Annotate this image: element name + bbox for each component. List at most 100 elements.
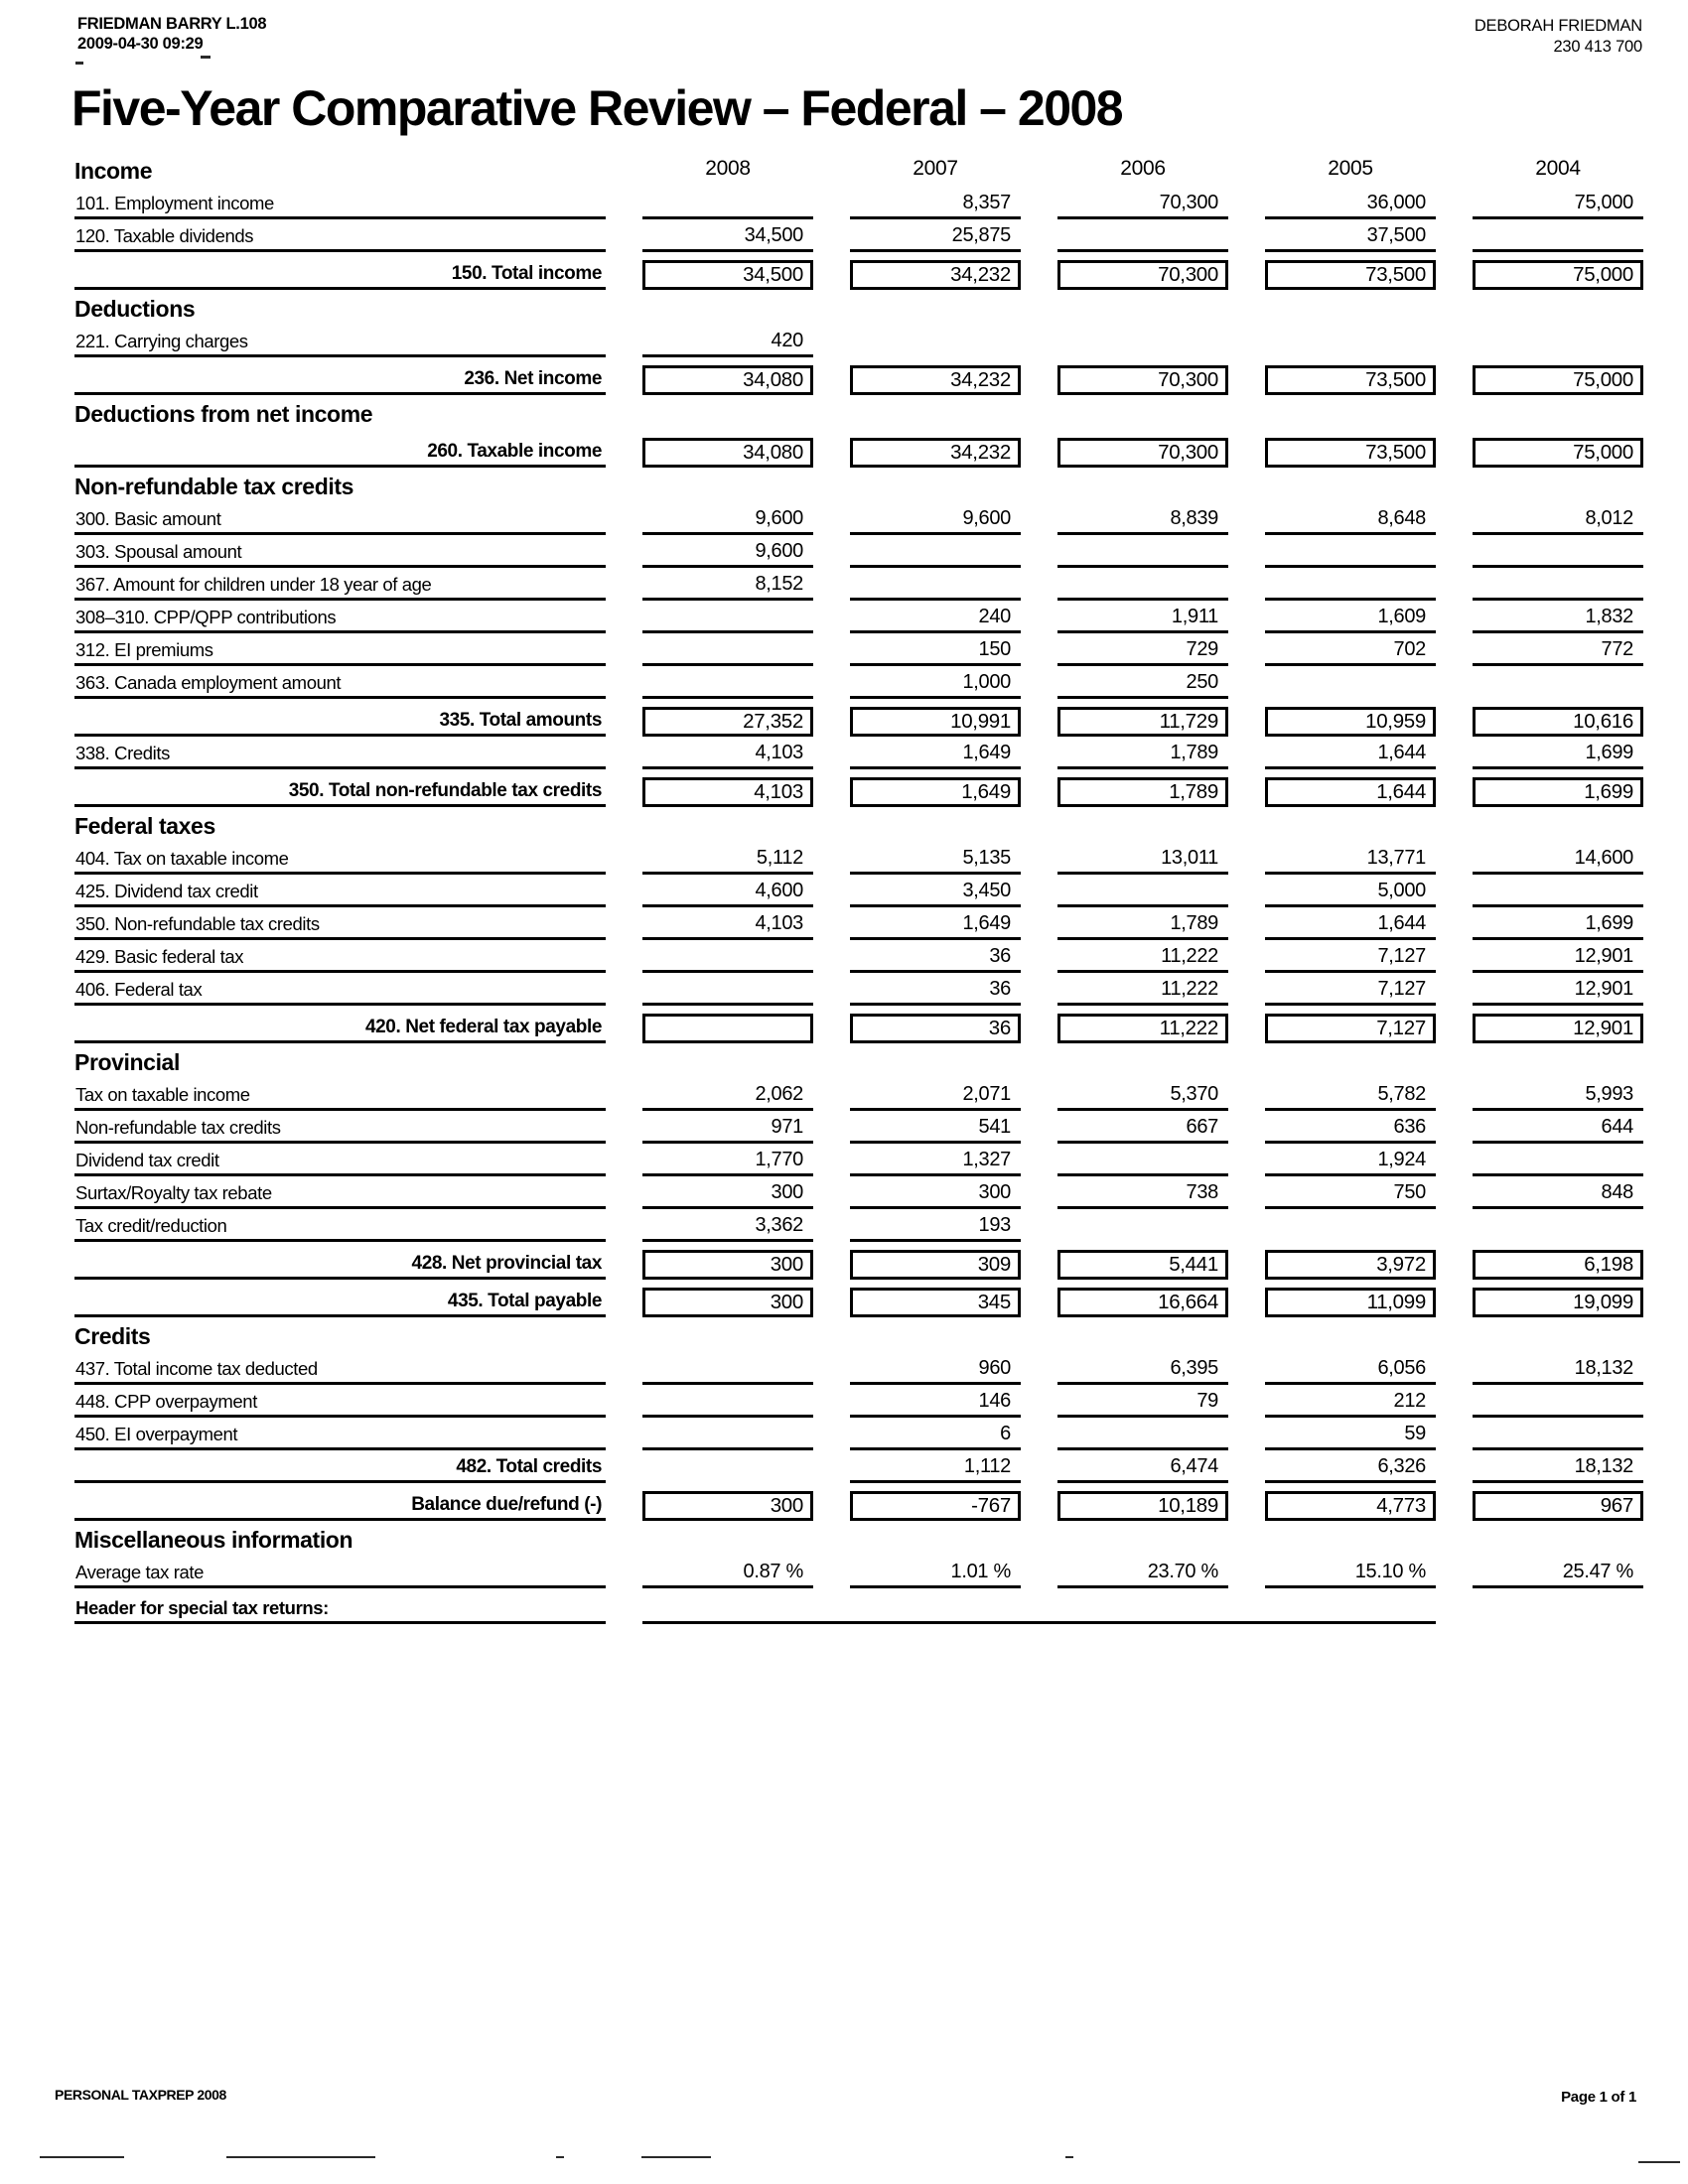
table-row: 437. Total income tax deducted 960 6,395 6,… xyxy=(74,1352,1643,1385)
row-label: Balance due/refund (-) xyxy=(74,1494,606,1521)
value-cell: 36 xyxy=(850,945,1021,973)
value-cell xyxy=(1057,1445,1228,1450)
value-cell: 25,875 xyxy=(850,224,1021,252)
value-box: 11,099 xyxy=(1265,1288,1436,1317)
row-label: Header for special tax returns: xyxy=(74,1597,606,1624)
row-label: 482. Total credits xyxy=(74,1456,606,1483)
value-cell xyxy=(1057,1171,1228,1176)
value-cell: 1,327 xyxy=(850,1149,1021,1176)
value-cell xyxy=(1265,1240,1436,1242)
value-cell: 9,600 xyxy=(642,540,813,568)
value-cell: 15.10 % xyxy=(1265,1561,1436,1588)
value-cell: 636 xyxy=(1265,1116,1436,1144)
value-cell: 6,395 xyxy=(1057,1357,1228,1385)
section-header-row: Miscellaneous information xyxy=(74,1521,1643,1556)
value-box: 300 xyxy=(642,1288,813,1317)
value-cell: 300 xyxy=(642,1491,813,1521)
value-cell xyxy=(642,1001,813,1006)
value-cell: 9,600 xyxy=(642,507,813,535)
scan-artifact xyxy=(641,2156,711,2158)
value-cell xyxy=(642,214,813,219)
value-cell: 34,080 xyxy=(642,365,813,395)
value-cell xyxy=(850,355,1021,357)
table-header-row: Income 2008 2007 2006 2005 2004 xyxy=(74,149,1643,187)
value-box: 75,000 xyxy=(1473,365,1643,395)
table-row: 363. Canada employment amount 1,000 250 xyxy=(74,666,1643,699)
row-label: 420. Net federal tax payable xyxy=(74,1017,606,1043)
value-cell: 1,644 xyxy=(1265,912,1436,940)
value-cell: 8,839 xyxy=(1057,507,1228,535)
row-label: 303. Spousal amount xyxy=(74,541,606,568)
value-cell: 1.01 % xyxy=(850,1561,1021,1588)
value-box: 4,103 xyxy=(642,777,813,807)
value-box: 10,959 xyxy=(1265,707,1436,737)
value-cell: 2,071 xyxy=(850,1083,1021,1111)
value-cell: 702 xyxy=(1265,638,1436,666)
value-cell: 75,000 xyxy=(1473,438,1643,468)
value-cell: 960 xyxy=(850,1357,1021,1385)
value-cell: 34,232 xyxy=(850,260,1021,290)
value-cell: 971 xyxy=(642,1116,813,1144)
value-cell xyxy=(1473,596,1643,601)
table-row: Tax credit/reduction 3,362 193 xyxy=(74,1209,1643,1242)
value-cell: 11,222 xyxy=(1057,945,1228,973)
value-cell: 1,699 xyxy=(1473,912,1643,940)
row-label: 308–310. CPP/QPP contributions xyxy=(74,607,606,633)
footer-app-name: PERSONAL TAXPREP 2008 xyxy=(55,2087,226,2103)
value-cell xyxy=(1473,563,1643,568)
table-row: 300. Basic amount 9,600 9,600 8,839 8,648 8,0… xyxy=(74,502,1643,535)
value-cell: 8,357 xyxy=(850,192,1021,219)
value-cell: 12,901 xyxy=(1473,978,1643,1006)
value-cell xyxy=(1473,355,1643,357)
value-cell: 34,500 xyxy=(642,224,813,252)
section-header-row: Federal taxes xyxy=(74,807,1643,842)
value-box: 10,991 xyxy=(850,707,1021,737)
value-box: 3,972 xyxy=(1265,1250,1436,1280)
value-cell: 5,135 xyxy=(850,847,1021,875)
value-cell: -767 xyxy=(850,1491,1021,1521)
value-cell xyxy=(1057,247,1228,252)
value-cell: 34,232 xyxy=(850,365,1021,395)
value-cell xyxy=(642,1481,813,1483)
value-box: 5,441 xyxy=(1057,1250,1228,1280)
value-cell: 644 xyxy=(1473,1116,1643,1144)
value-cell: 5,782 xyxy=(1265,1083,1436,1111)
row-label: 150. Total income xyxy=(74,263,606,290)
value-cell: 23.70 % xyxy=(1057,1561,1228,1588)
section-title: Non-refundable tax credits xyxy=(74,474,353,499)
value-cell: 3,362 xyxy=(642,1214,813,1242)
year-header: 2007 xyxy=(913,157,958,180)
value-box: 345 xyxy=(850,1288,1021,1317)
value-box: 75,000 xyxy=(1473,438,1643,468)
scan-artifact xyxy=(1638,2161,1680,2163)
value-cell: 34,500 xyxy=(642,260,813,290)
row-label: Tax on taxable income xyxy=(74,1084,606,1111)
value-cell: 73,500 xyxy=(1265,365,1436,395)
value-cell: 150 xyxy=(850,638,1021,666)
section-title: Credits xyxy=(74,1323,151,1349)
value-cell: 309 xyxy=(850,1250,1021,1280)
value-cell: 4,103 xyxy=(642,742,813,769)
value-cell xyxy=(1265,697,1436,699)
value-cell: 1,649 xyxy=(850,777,1021,807)
value-box: 7,127 xyxy=(1265,1014,1436,1043)
row-label: Dividend tax credit xyxy=(74,1150,606,1176)
value-cell: 1,649 xyxy=(850,912,1021,940)
row-label: 437. Total income tax deducted xyxy=(74,1358,606,1385)
scan-artifact xyxy=(1065,2156,1073,2158)
value-cell xyxy=(1473,1171,1643,1176)
section-header-row: Credits xyxy=(74,1317,1643,1352)
value-cell: 18,132 xyxy=(1473,1357,1643,1385)
value-cell xyxy=(642,968,813,973)
value-cell: 36 xyxy=(850,978,1021,1006)
value-cell xyxy=(1057,563,1228,568)
value-cell: 5,112 xyxy=(642,847,813,875)
value-box: 6,198 xyxy=(1473,1250,1643,1280)
value-box: 27,352 xyxy=(642,707,813,737)
value-cell: 7,127 xyxy=(1265,945,1436,973)
value-box: 4,773 xyxy=(1265,1491,1436,1521)
value-box: 70,300 xyxy=(1057,260,1228,290)
table-row: 236. Net income 34,080 34,232 70,300 73,500 7… xyxy=(74,357,1643,395)
value-cell: 25.47 % xyxy=(1473,1561,1643,1588)
value-cell: 11,099 xyxy=(1265,1288,1436,1317)
